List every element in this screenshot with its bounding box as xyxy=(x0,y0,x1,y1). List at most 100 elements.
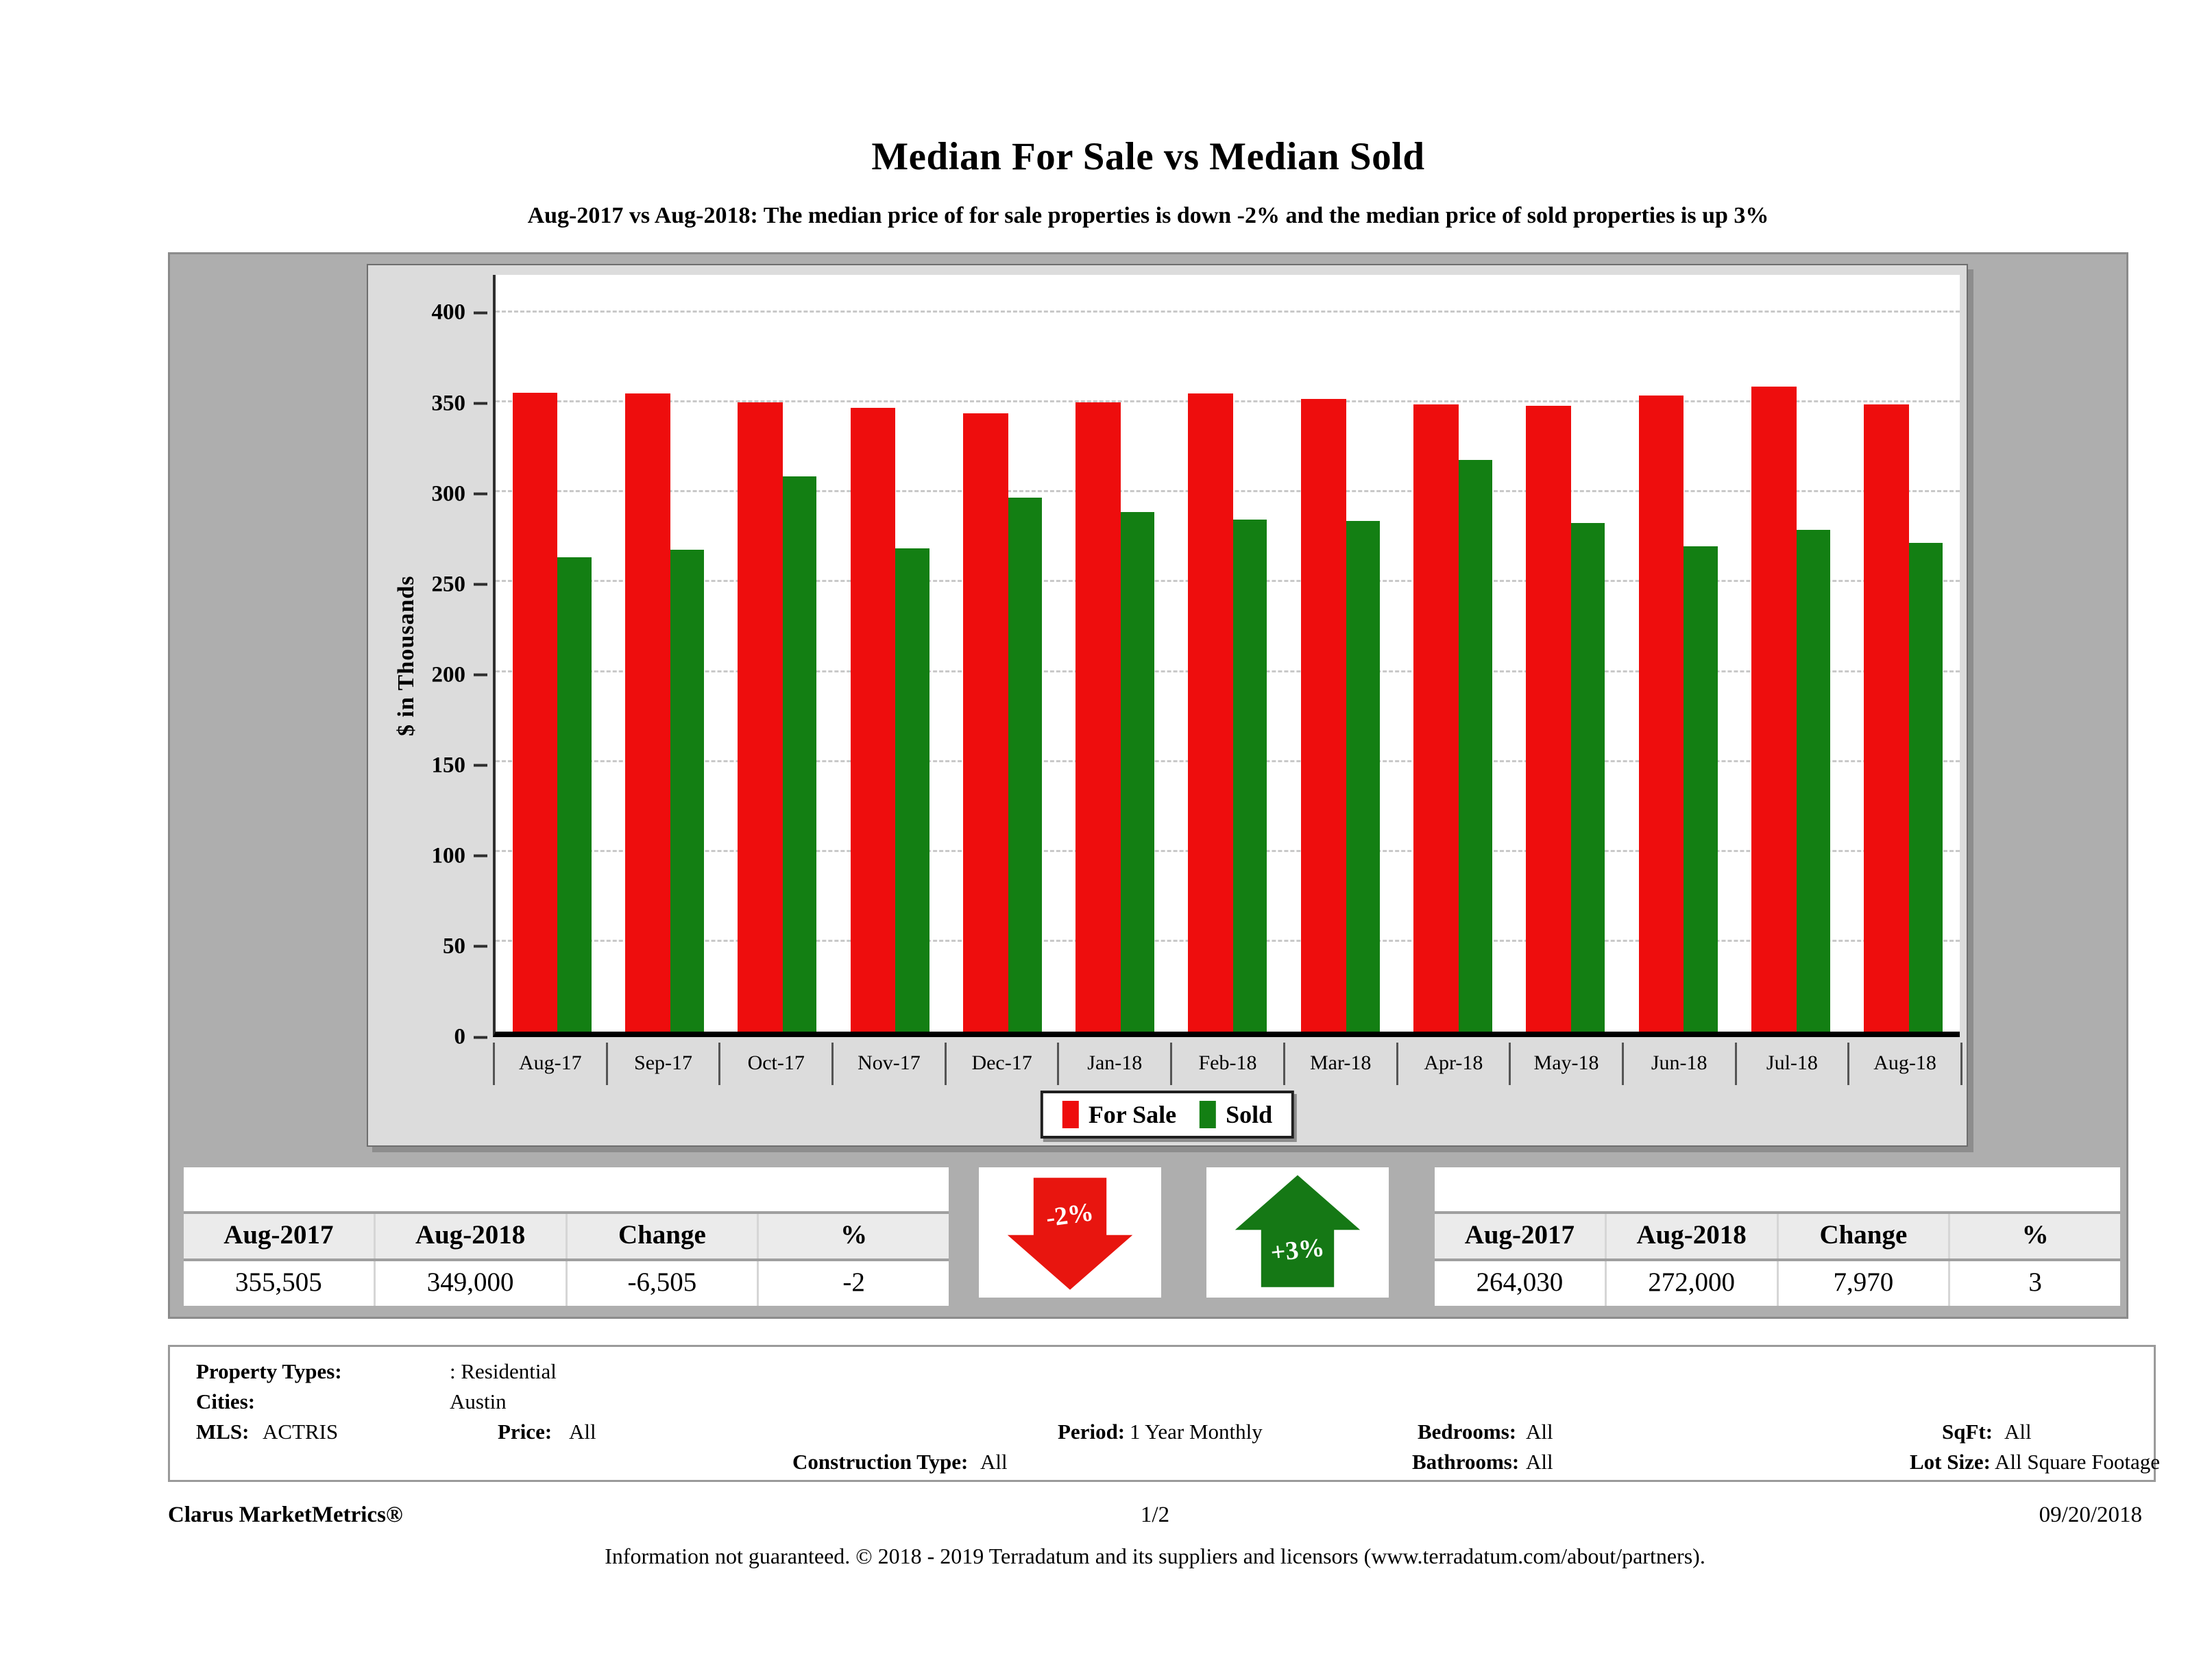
header-cell-Aug-2018: Aug-2018 xyxy=(373,1214,566,1258)
bar-for-sale-Apr-18 xyxy=(1413,404,1459,1032)
footer-page-number: 1/2 xyxy=(1140,1503,1170,1527)
header-cell-Change: Change xyxy=(565,1214,757,1258)
y-tick-text: 250 xyxy=(431,572,466,597)
bar-group-Sep-17 xyxy=(608,275,720,1032)
cities-value: Austin xyxy=(450,1389,507,1413)
footer-date: 09/20/2018 xyxy=(2039,1503,2142,1527)
table-data-row: 355,505 349,000 -6,505 -2 xyxy=(184,1261,949,1306)
x-tick-label-Aug-18: Aug-18 xyxy=(1847,1043,1960,1085)
period-value: 1 Year Monthly xyxy=(1130,1420,1263,1444)
y-tick-mark xyxy=(474,764,487,767)
bar-sold-Oct-17 xyxy=(782,476,817,1032)
table-spacer-row xyxy=(1435,1167,2120,1214)
table-data-row: 264,030 272,000 7,970 3 xyxy=(1435,1261,2120,1306)
legend-label: For Sale xyxy=(1088,1101,1177,1128)
bar-sold-May-18 xyxy=(1571,522,1605,1032)
y-tick-label-250: 250 xyxy=(368,573,490,596)
period-label: Period: xyxy=(1058,1420,1126,1444)
construction-type-label: Construction Type: xyxy=(792,1450,969,1474)
x-tick-label-Nov-17: Nov-17 xyxy=(831,1043,945,1085)
bar-for-sale-Aug-17 xyxy=(512,392,558,1032)
down-arrow-icon: -2% xyxy=(1007,1178,1133,1290)
bar-sold-Mar-18 xyxy=(1346,521,1380,1032)
x-tick-label-Jan-18: Jan-18 xyxy=(1057,1043,1170,1085)
bar-for-sale-Dec-17 xyxy=(962,413,1008,1032)
y-tick-mark xyxy=(474,1036,487,1038)
bar-group-Jun-18 xyxy=(1622,275,1734,1032)
bar-group-Mar-18 xyxy=(1284,275,1396,1032)
bar-for-sale-Oct-17 xyxy=(738,402,783,1032)
up-arrow-icon: +3% xyxy=(1235,1175,1361,1287)
bar-group-Dec-17 xyxy=(946,275,1058,1032)
table-header-row: Aug-2017 Aug-2018 Change% xyxy=(1435,1214,2120,1261)
cities-label: Cities: xyxy=(196,1389,256,1413)
bar-for-sale-Jun-18 xyxy=(1638,395,1684,1032)
bar-group-Oct-17 xyxy=(721,275,834,1032)
header-cell-Change: Change xyxy=(1776,1214,1949,1258)
legend-item-sold: Sold xyxy=(1200,1100,1272,1129)
page-title: Median For Sale vs Median Sold xyxy=(871,135,1425,178)
mls-label: MLS: xyxy=(196,1420,250,1444)
value-cell-%: -2 xyxy=(757,1261,949,1306)
y-tick-label-50: 50 xyxy=(368,935,490,958)
legend-swatch-icon xyxy=(1200,1101,1217,1128)
sold-trend-arrow-box: +3% xyxy=(1206,1167,1389,1298)
lot-size-label: Lot Size: xyxy=(1910,1450,1991,1474)
filters-panel: Property Types: : Residential Cities: Au… xyxy=(168,1345,2160,1482)
value-cell-%: 3 xyxy=(1948,1261,2120,1306)
y-tick-label-300: 300 xyxy=(368,483,490,505)
bar-sold-Dec-17 xyxy=(1008,498,1042,1032)
report-panel: $ in Thousands 0 50 100 150 200 250 300 350 400 … xyxy=(168,252,2128,1319)
property-types-label: Property Types: xyxy=(196,1359,342,1383)
bar-for-sale-Aug-18 xyxy=(1864,404,1910,1032)
y-tick-label-150: 150 xyxy=(368,754,490,777)
value-cell-Aug-2017: 264,030 xyxy=(1476,1267,1564,1297)
bar-sold-Jan-18 xyxy=(1120,512,1155,1032)
page-subtitle: Aug-2017 vs Aug-2018: The median price o… xyxy=(527,203,1769,228)
y-tick-label-0: 0 xyxy=(368,1025,490,1049)
header-cell-Aug-2018: Aug-2018 xyxy=(1604,1214,1777,1258)
y-tick-text: 350 xyxy=(431,391,466,416)
y-tick-text: 50 xyxy=(443,934,465,959)
x-axis-end-tick xyxy=(1960,1043,1962,1085)
value-cell-Aug-2017: 355,505 xyxy=(235,1267,322,1297)
sold-summary-table: Aug-2017 Aug-2018 Change% 264,030 272,000 7,… xyxy=(1435,1167,2120,1306)
bathrooms-label: Bathrooms: xyxy=(1412,1450,1520,1474)
footer-brand: Clarus MarketMetrics® xyxy=(168,1503,403,1527)
bar-group-Jul-18 xyxy=(1734,275,1847,1032)
bar-sold-Apr-18 xyxy=(1458,460,1493,1032)
bar-group-Feb-18 xyxy=(1171,275,1284,1032)
x-tick-label-Sep-17: Sep-17 xyxy=(605,1043,719,1085)
x-tick-label-Apr-18: Apr-18 xyxy=(1396,1043,1509,1085)
x-tick-label-Oct-17: Oct-17 xyxy=(718,1043,831,1085)
bar-sold-Sep-17 xyxy=(670,550,704,1032)
bar-for-sale-May-18 xyxy=(1526,406,1572,1032)
bar-sold-Jul-18 xyxy=(1796,530,1831,1032)
bar-group-Aug-18 xyxy=(1847,275,1960,1032)
footer: Clarus MarketMetrics® 1/2 09/20/2018 xyxy=(168,1503,2142,1535)
y-tick-text: 100 xyxy=(431,843,466,868)
bar-sold-Aug-17 xyxy=(557,557,592,1032)
legend-item-for-sale: For Sale xyxy=(1062,1100,1176,1129)
bar-for-sale-Mar-18 xyxy=(1300,398,1346,1032)
footer-disclaimer: Information not guaranteed. © 2018 - 201… xyxy=(605,1544,1705,1568)
bar-sold-Aug-18 xyxy=(1909,542,1943,1032)
bar-for-sale-Jan-18 xyxy=(1075,402,1121,1032)
y-tick-text: 400 xyxy=(431,300,466,325)
chart-legend: For Sale Sold xyxy=(1040,1091,1295,1139)
y-tick-text: 300 xyxy=(431,481,466,507)
bar-group-Aug-17 xyxy=(496,275,608,1032)
y-tick-mark xyxy=(474,311,487,315)
bar-for-sale-Sep-17 xyxy=(624,393,670,1032)
y-axis-ticks: 0 50 100 150 200 250 300 350 400 xyxy=(368,275,490,1048)
bar-group-Apr-18 xyxy=(1396,275,1509,1032)
x-tick-label-Jul-18: Jul-18 xyxy=(1734,1043,1848,1085)
price-value: All xyxy=(569,1420,596,1444)
x-axis-ticks: Aug-17 Sep-17 Oct-17 Nov-17 Dec-17 Jan-18 Feb-… xyxy=(493,1043,1962,1085)
y-tick-label-350: 350 xyxy=(368,392,490,415)
y-tick-mark xyxy=(474,583,487,586)
gridline-400 xyxy=(496,311,1960,313)
mls-value: ACTRIS xyxy=(263,1420,339,1444)
table-spacer-row xyxy=(184,1167,949,1214)
